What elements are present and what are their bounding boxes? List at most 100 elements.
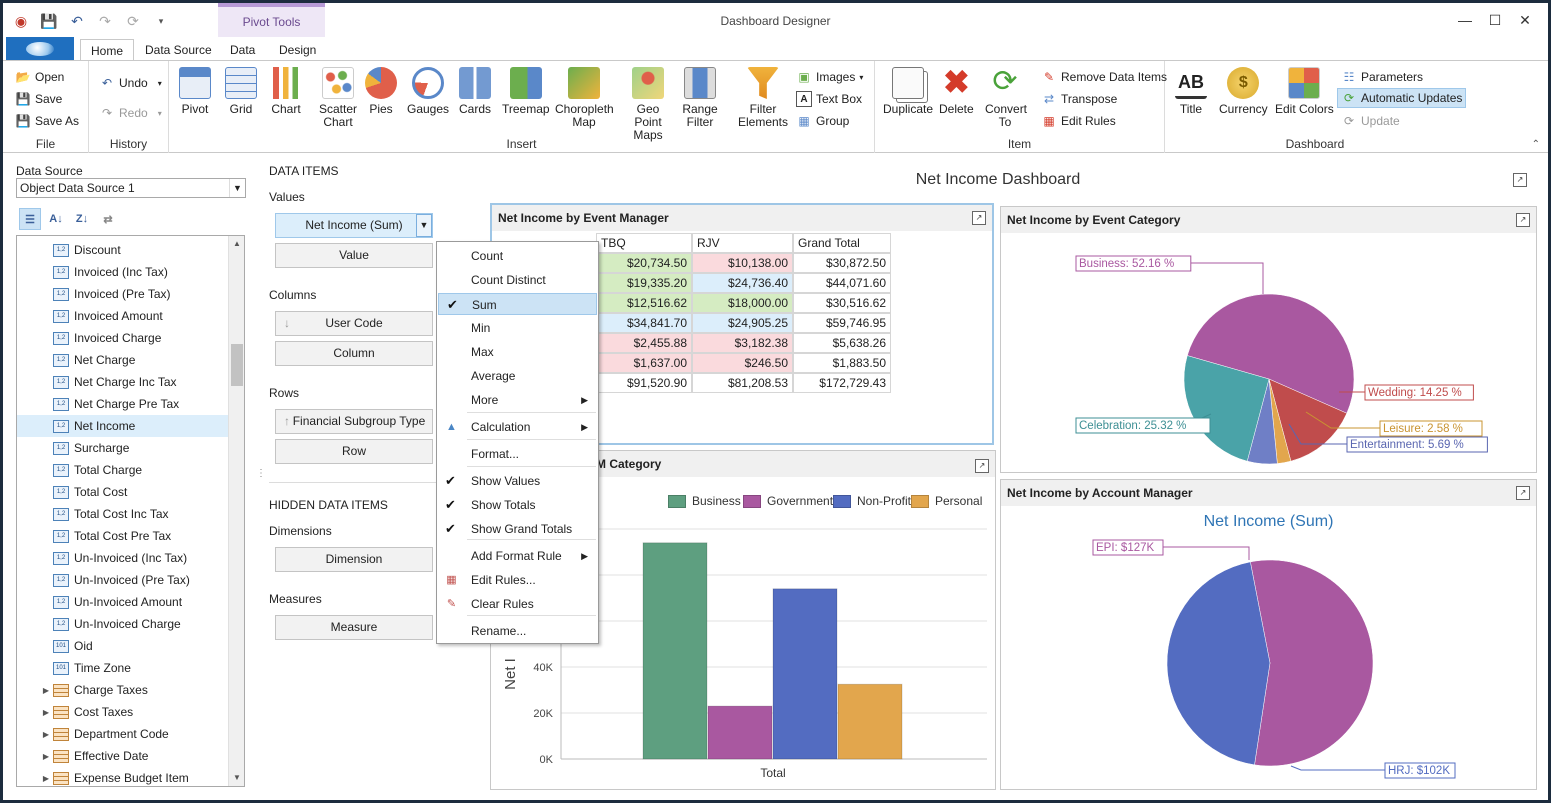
field-item[interactable]: 101 Oid: [17, 635, 229, 657]
expand-arrow-icon[interactable]: ▶: [42, 751, 50, 761]
pivot-column-header[interactable]: RJV: [692, 233, 793, 253]
insert-images-button[interactable]: ▣ Images ▾: [796, 67, 863, 87]
field-item[interactable]: ▶ Department Code: [17, 723, 229, 745]
tab-design[interactable]: Design: [279, 43, 317, 57]
field-item[interactable]: 101 Time Zone: [17, 657, 229, 679]
insert-treemap-button[interactable]: Treemap: [502, 67, 550, 116]
dimension-drop-target[interactable]: Dimension: [275, 547, 433, 572]
insert-choropleth-map-button[interactable]: Choropleth Map: [555, 67, 614, 129]
group-by-type-icon[interactable]: ☰: [19, 208, 41, 230]
update-button[interactable]: ⟳ Update: [1341, 111, 1400, 131]
file-menu-button[interactable]: [6, 37, 74, 61]
export-icon[interactable]: ↗: [1516, 213, 1530, 227]
scroll-down-icon[interactable]: ▼: [233, 773, 241, 782]
field-item[interactable]: 1,2 Un-Invoiced Charge: [17, 613, 229, 635]
refresh-fields-icon[interactable]: ⇄: [103, 213, 113, 226]
insert-geo-point-maps-button[interactable]: Geo Point Maps: [622, 67, 674, 142]
maximize-icon[interactable]: ☐: [1488, 11, 1502, 28]
menu-item-calculation[interactable]: ▲ Calculation ▶: [437, 416, 598, 438]
field-item[interactable]: 1,2 Total Cost: [17, 481, 229, 503]
field-item[interactable]: 1,2 Un-Invoiced Amount: [17, 591, 229, 613]
sort-ascending-icon[interactable]: A↓: [49, 213, 63, 225]
insert-pivot-button[interactable]: Pivot: [179, 67, 211, 116]
bar-chart-panel[interactable]: M Category ↗ Business Government Non-Profi…: [490, 450, 996, 790]
field-item[interactable]: 1,2 Net Charge: [17, 349, 229, 371]
row-item-financial-subgroup[interactable]: ↑ Financial Subgroup Type: [275, 409, 433, 434]
undo-icon[interactable]: ↶: [71, 12, 83, 29]
column-item-user-code[interactable]: ↓ User Code: [275, 311, 433, 336]
duplicate-button[interactable]: Duplicate: [883, 67, 933, 116]
remove-data-items-button[interactable]: ✎ Remove Data Items: [1041, 67, 1167, 87]
scroll-up-icon[interactable]: ▲: [233, 239, 241, 248]
collapse-ribbon-icon[interactable]: ⌃: [1531, 139, 1540, 150]
currency-button[interactable]: $ Currency: [1219, 67, 1268, 116]
insert-group-button[interactable]: ▦ Group: [796, 111, 849, 131]
menu-item-more[interactable]: More ▶: [437, 389, 598, 411]
field-item[interactable]: ▶ Charge Taxes: [17, 679, 229, 701]
pie-account-panel[interactable]: Net Income by Account Manager ↗ Net Inco…: [1000, 479, 1537, 790]
insert-text-box-button[interactable]: A Text Box: [796, 89, 862, 109]
menu-item-min[interactable]: Min: [437, 317, 598, 339]
redo-button[interactable]: ↷ Redo ▾: [99, 103, 162, 123]
menu-item-clear-rules[interactable]: ✎ Clear Rules: [437, 593, 598, 615]
field-item[interactable]: 1,2 Un-Invoiced (Pre Tax): [17, 569, 229, 591]
menu-item-sum[interactable]: ✔ Sum: [438, 293, 597, 315]
panel-splitter[interactable]: ⋮: [256, 468, 266, 479]
export-icon[interactable]: ↗: [972, 211, 986, 225]
pie-category-panel[interactable]: Net Income by Event Category ↗ Business:…: [1000, 206, 1537, 473]
bar-personal[interactable]: [837, 683, 903, 760]
pivot-column-header[interactable]: Grand Total: [793, 233, 891, 253]
menu-item-show-grand-totals[interactable]: ✔ Show Grand Totals: [437, 518, 598, 540]
redo-icon[interactable]: ↷: [99, 12, 111, 29]
field-item[interactable]: ▶ Expense Budget Item: [17, 767, 229, 786]
automatic-updates-button[interactable]: ⟳ Automatic Updates: [1337, 88, 1467, 108]
sort-descending-icon[interactable]: Z↓: [75, 213, 89, 225]
save-as-button[interactable]: 💾 Save As: [15, 111, 80, 131]
export-icon[interactable]: ↗: [975, 459, 989, 473]
export-icon[interactable]: ↗: [1516, 486, 1530, 500]
insert-grid-button[interactable]: Grid: [225, 67, 257, 116]
title-button[interactable]: AB Title: [1175, 67, 1207, 116]
insert-chart-button[interactable]: Chart: [270, 67, 302, 116]
field-item[interactable]: 1,2 Total Charge: [17, 459, 229, 481]
insert-cards-button[interactable]: Cards: [459, 67, 491, 116]
account-pie-slice[interactable]: [1250, 559, 1374, 767]
bar-government[interactable]: [707, 705, 773, 760]
scroll-thumb[interactable]: [231, 344, 243, 386]
data-source-combo[interactable]: Object Data Source 1 ▼: [16, 178, 246, 198]
menu-item-max[interactable]: Max: [437, 341, 598, 363]
field-item[interactable]: 1,2 Total Cost Inc Tax: [17, 503, 229, 525]
menu-item-count-distinct[interactable]: Count Distinct: [437, 269, 598, 291]
legend-item[interactable]: Government: [743, 494, 833, 508]
delete-button[interactable]: ✖ Delete: [939, 66, 974, 116]
legend-item[interactable]: Non-Profit: [833, 494, 911, 508]
menu-item-format[interactable]: Format...: [437, 443, 598, 465]
field-item[interactable]: 1,2 Surcharge: [17, 437, 229, 459]
field-item[interactable]: ▶ Cost Taxes: [17, 701, 229, 723]
tab-data[interactable]: Data: [230, 43, 256, 57]
field-item[interactable]: 1,2 Net Charge Pre Tax: [17, 393, 229, 415]
open-button[interactable]: 📂 Open: [15, 67, 65, 87]
chevron-down-icon[interactable]: ▼: [229, 179, 245, 197]
field-item[interactable]: 1,2 Invoiced (Inc Tax): [17, 261, 229, 283]
refresh-icon[interactable]: ⟳: [127, 12, 139, 29]
expand-arrow-icon[interactable]: ▶: [42, 685, 50, 695]
expand-arrow-icon[interactable]: ▶: [42, 729, 50, 739]
menu-item-add-format-rule[interactable]: Add Format Rule ▶: [437, 545, 598, 567]
insert-scatter-chart-button[interactable]: Scatter Chart: [313, 67, 363, 129]
save-icon[interactable]: 💾: [40, 12, 58, 29]
insert-pies-button[interactable]: Pies: [365, 67, 397, 116]
customize-qat-icon[interactable]: ▾: [158, 15, 164, 26]
chevron-down-icon[interactable]: ▼: [416, 214, 432, 237]
legend-item[interactable]: Personal: [911, 494, 982, 508]
close-icon[interactable]: ✕: [1519, 11, 1531, 28]
undo-button[interactable]: ↶ Undo ▾: [99, 73, 162, 93]
parameters-button[interactable]: ☷ Parameters: [1341, 67, 1423, 87]
field-list-scrollbar[interactable]: ▲ ▼: [228, 236, 244, 786]
field-item[interactable]: ▶ Effective Date: [17, 745, 229, 767]
tab-data-source[interactable]: Data Source: [145, 43, 212, 57]
edit-colors-button[interactable]: Edit Colors: [1275, 67, 1334, 116]
menu-item-edit-rules[interactable]: ▦ Edit Rules...: [437, 569, 598, 591]
bar-non-profit[interactable]: [772, 588, 838, 760]
menu-item-average[interactable]: Average: [437, 365, 598, 387]
